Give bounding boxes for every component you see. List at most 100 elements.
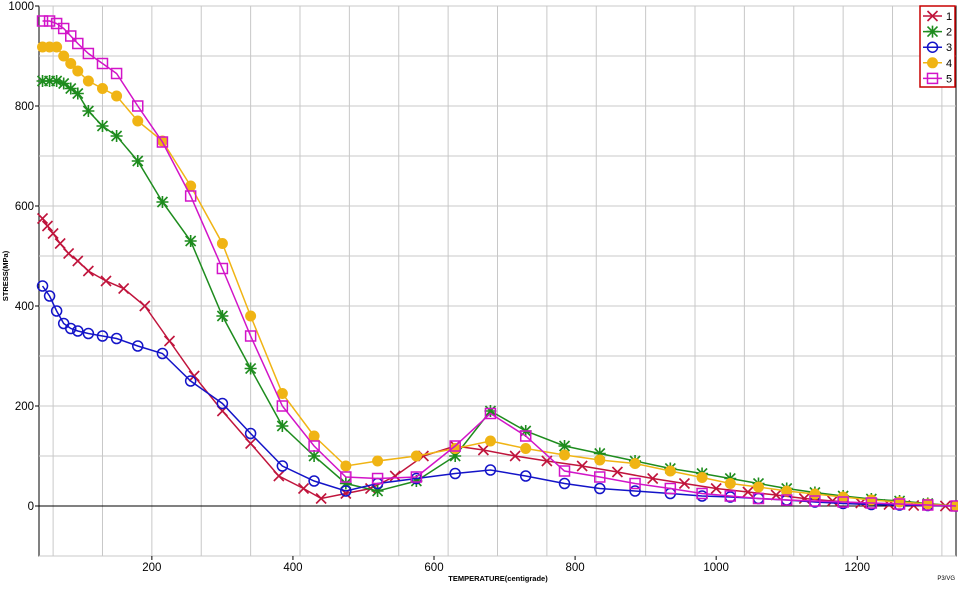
y-axis-label: STRESS(MPa): [1, 250, 10, 301]
series-1-point: [389, 470, 401, 482]
series-5-point: [308, 440, 320, 452]
series-4-point: [664, 465, 676, 477]
series-5-point: [594, 471, 606, 483]
legend-label: 1: [946, 11, 952, 23]
legend-label: 2: [946, 27, 952, 39]
series-3-point: [308, 475, 320, 487]
series-2-point: [43, 75, 56, 87]
series-2-point: [156, 196, 169, 208]
series-2-point: [131, 155, 144, 167]
series-4-point: [594, 454, 606, 466]
series-2-point: [308, 450, 321, 462]
y-tick-label: 800: [15, 101, 34, 113]
series-5-point: [893, 498, 906, 510]
series-5-point: [519, 430, 532, 442]
series-3-point: [72, 325, 84, 337]
series-4-point: [245, 310, 257, 322]
series-2-point: [244, 362, 257, 375]
series-2-point: [96, 120, 109, 132]
series-2-point: [449, 450, 462, 462]
series-4-point: [132, 115, 144, 127]
series-5-point: [96, 57, 109, 70]
series-2-point: [371, 485, 384, 497]
series-4-point: [484, 435, 496, 447]
series-5-point: [110, 67, 123, 80]
series-1-point: [47, 227, 59, 240]
series-5-point: [276, 400, 289, 412]
series-3-point: [244, 427, 257, 440]
series-3-point: [43, 290, 56, 302]
series-4-point: [629, 458, 641, 469]
series-4-point: [724, 478, 736, 489]
series-5-point: [184, 190, 197, 202]
series-1-point: [297, 482, 310, 495]
series-1: [36, 212, 958, 512]
series-3-point: [276, 460, 289, 472]
series-4-point: [372, 455, 384, 467]
series-4-point: [65, 58, 77, 69]
series-5-point: [57, 22, 70, 35]
series-2-point: [216, 310, 229, 322]
series-2-point: [593, 447, 606, 460]
series-5-point: [780, 494, 793, 506]
series-3-point: [340, 485, 352, 497]
series-2-point: [57, 77, 70, 90]
series-2-point: [276, 420, 289, 432]
series-4-point: [559, 449, 571, 461]
series-1-point: [54, 237, 66, 250]
series-1-point: [742, 486, 754, 498]
series-2-point: [558, 440, 571, 452]
legend-marker: [927, 57, 938, 69]
series-5-point: [340, 471, 352, 483]
series-3-point: [519, 470, 532, 482]
series-1-point: [315, 492, 327, 505]
y-tick-label: 200: [15, 401, 34, 413]
series-1-point: [364, 482, 377, 495]
legend-marker: [926, 25, 939, 38]
legend: 1 2 3 4 5: [919, 5, 956, 88]
y-tick-label: 1000: [8, 1, 34, 13]
series-1-point: [245, 437, 257, 450]
series-1-point: [477, 444, 489, 456]
series-2-point: [184, 235, 197, 247]
series-3-point: [558, 477, 571, 490]
series-5-point: [449, 440, 461, 452]
series-1-point: [678, 477, 690, 490]
series-2-point: [110, 130, 123, 142]
series-4-point: [216, 238, 228, 249]
series-1-point: [770, 489, 782, 501]
y-tick-label: 400: [15, 301, 34, 313]
x-tick-label: 1000: [703, 562, 729, 574]
series-5-point: [64, 30, 77, 42]
series-2-point: [82, 105, 95, 117]
series-4-point: [340, 460, 352, 472]
series-1-point: [82, 265, 94, 277]
series-4-point: [82, 75, 94, 87]
series-5-point: [724, 490, 737, 502]
series-1-point: [139, 300, 151, 312]
legend-label: 4: [946, 58, 952, 70]
series-2-point: [50, 75, 63, 87]
x-tick-label: 800: [565, 562, 584, 574]
series-3-point: [216, 397, 229, 410]
series-5-point: [216, 262, 229, 275]
series-4-point: [51, 41, 63, 53]
series-1-point: [100, 275, 112, 287]
series-5-point: [629, 477, 641, 490]
series-5-point: [132, 100, 144, 112]
series-4-point: [72, 65, 84, 77]
series-3-point: [594, 482, 606, 495]
series-3-point: [110, 332, 123, 345]
series-1-point: [63, 247, 75, 260]
series-3-point: [82, 327, 95, 340]
y-tick-label: 0: [28, 501, 34, 513]
series-3-point: [96, 330, 109, 342]
series-4-point: [696, 472, 708, 483]
series-3-point: [50, 305, 63, 317]
series-3-point: [132, 340, 144, 352]
series-5-point: [922, 499, 934, 511]
series-4-point: [809, 488, 821, 500]
